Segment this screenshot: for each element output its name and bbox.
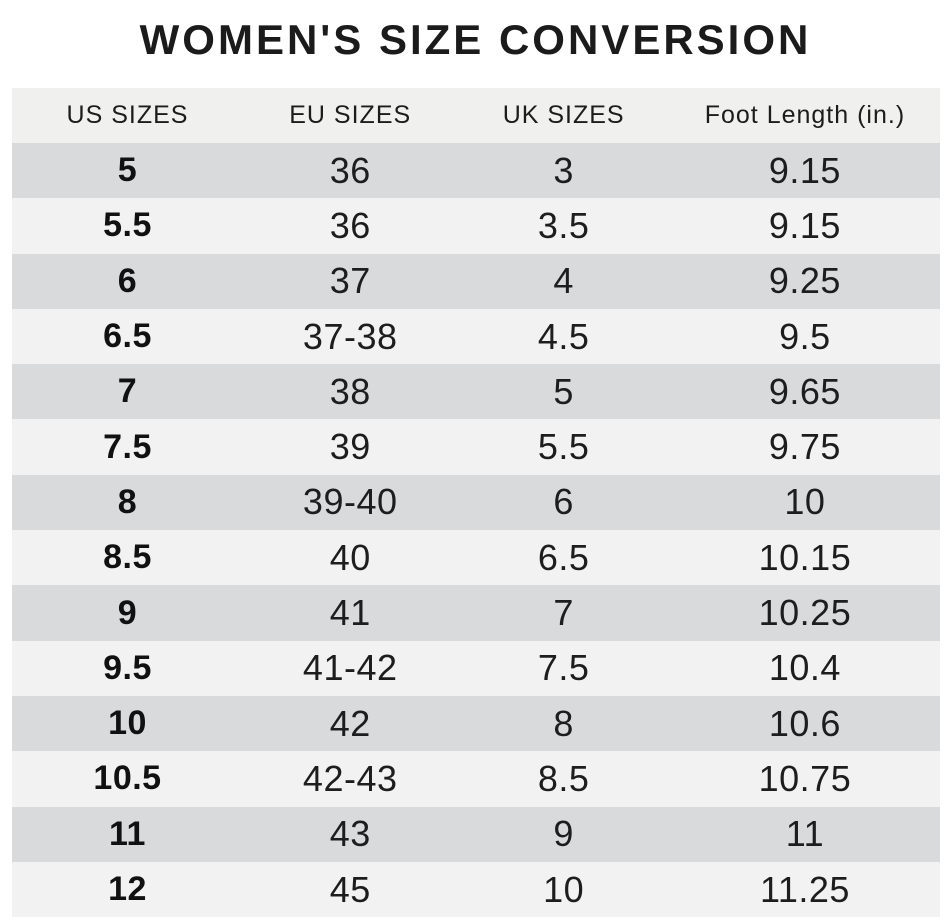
table-row: 5 36 3 9.15 <box>11 143 940 199</box>
eu-size-cell: 41 <box>329 592 371 634</box>
uk-size-cell: 8.5 <box>537 757 590 799</box>
table-row: 8 39-40 6 10 <box>11 474 940 531</box>
eu-size-cell: 45 <box>329 868 371 910</box>
uk-size-cell: 6 <box>553 481 574 523</box>
table-row: 7 38 5 9.65 <box>11 364 940 420</box>
table-row: 10.5 42-43 8.5 10.75 <box>11 751 940 807</box>
eu-size-cell: 42-43 <box>302 757 398 799</box>
us-size-cell: 12 <box>108 870 147 908</box>
column-header-us-sizes: US SIZES <box>11 88 244 143</box>
title-bar: WOMEN'S SIZE CONVERSION <box>0 0 951 88</box>
foot-length-cell: 10.6 <box>768 702 841 744</box>
column-header-foot-length: Foot Length (in.) <box>670 88 940 143</box>
foot-length-cell: 9.65 <box>768 370 841 412</box>
table-row: 9 41 7 10.25 <box>11 585 940 641</box>
foot-length-cell: 10.15 <box>758 536 852 578</box>
table-row: 6.5 37-38 4.5 9.5 <box>11 308 940 365</box>
us-size-cell: 8.5 <box>103 538 152 577</box>
foot-length-cell: 9.25 <box>768 260 841 302</box>
eu-size-cell: 36 <box>329 204 371 246</box>
eu-size-cell: 39 <box>329 426 371 468</box>
foot-length-cell: 10.4 <box>768 647 841 689</box>
us-size-cell: 9 <box>117 593 138 632</box>
us-size-cell: 6.5 <box>103 317 152 356</box>
uk-size-cell: 9 <box>553 813 574 855</box>
us-size-cell: 11 <box>109 814 146 853</box>
size-conversion-table: US SIZES EU SIZES UK SIZES Foot Length (… <box>11 88 940 917</box>
us-size-cell: 5.5 <box>103 206 152 245</box>
us-size-cell: 8 <box>117 482 138 521</box>
eu-size-cell: 39-40 <box>302 481 398 523</box>
table-row: 12 45 10 11.25 <box>11 861 940 917</box>
uk-size-cell: 3.5 <box>537 204 590 246</box>
eu-size-cell: 38 <box>329 370 371 412</box>
us-size-cell: 7.5 <box>103 427 152 466</box>
eu-size-cell: 40 <box>329 536 371 578</box>
uk-size-cell: 10 <box>543 868 585 910</box>
foot-length-cell: 9.75 <box>768 426 841 468</box>
uk-size-cell: 8 <box>553 702 574 744</box>
uk-size-cell: 4 <box>553 260 574 302</box>
page-title: WOMEN'S SIZE CONVERSION <box>139 16 812 63</box>
foot-length-cell: 11.25 <box>759 868 850 910</box>
eu-size-cell: 37-38 <box>302 315 398 357</box>
header-row: US SIZES EU SIZES UK SIZES Foot Length (… <box>11 88 940 143</box>
us-size-cell: 6 <box>117 261 138 300</box>
eu-size-cell: 36 <box>329 149 371 191</box>
eu-size-cell: 41-42 <box>302 647 398 689</box>
table-row: 9.5 41-42 7.5 10.4 <box>11 640 940 696</box>
us-size-cell: 9.5 <box>103 648 152 687</box>
table-row: 6 37 4 9.25 <box>11 253 940 309</box>
us-size-cell: 5 <box>117 151 138 190</box>
us-size-cell: 10 <box>108 704 147 743</box>
foot-length-cell: 9.15 <box>768 204 841 246</box>
table-row: 7.5 39 5.5 9.75 <box>11 419 940 475</box>
eu-size-cell: 42 <box>329 702 371 744</box>
table-row: 10 42 8 10.6 <box>11 695 940 752</box>
foot-length-cell: 9.5 <box>779 315 831 357</box>
uk-size-cell: 3 <box>553 149 574 191</box>
table-row: 11 43 9 11 <box>11 806 940 862</box>
uk-size-cell: 5 <box>553 370 574 412</box>
uk-size-cell: 6.5 <box>537 536 590 578</box>
foot-length-cell: 10.75 <box>758 757 852 799</box>
us-size-cell: 7 <box>117 372 138 411</box>
table-row: 8.5 40 6.5 10.15 <box>11 530 940 586</box>
column-header-eu-sizes: EU SIZES <box>243 88 457 143</box>
uk-size-cell: 7 <box>553 592 574 634</box>
us-size-cell: 10.5 <box>93 759 162 798</box>
foot-length-cell: 9.15 <box>768 149 841 191</box>
table-row: 5.5 36 3.5 9.15 <box>11 198 940 254</box>
column-header-uk-sizes: UK SIZES <box>456 88 671 143</box>
uk-size-cell: 4.5 <box>537 315 590 357</box>
eu-size-cell: 37 <box>329 260 371 302</box>
foot-length-cell: 11 <box>785 813 825 855</box>
foot-length-cell: 10.25 <box>758 592 852 634</box>
eu-size-cell: 43 <box>329 813 371 855</box>
uk-size-cell: 7.5 <box>537 647 590 689</box>
uk-size-cell: 5.5 <box>537 426 590 468</box>
foot-length-cell: 10 <box>784 481 826 523</box>
